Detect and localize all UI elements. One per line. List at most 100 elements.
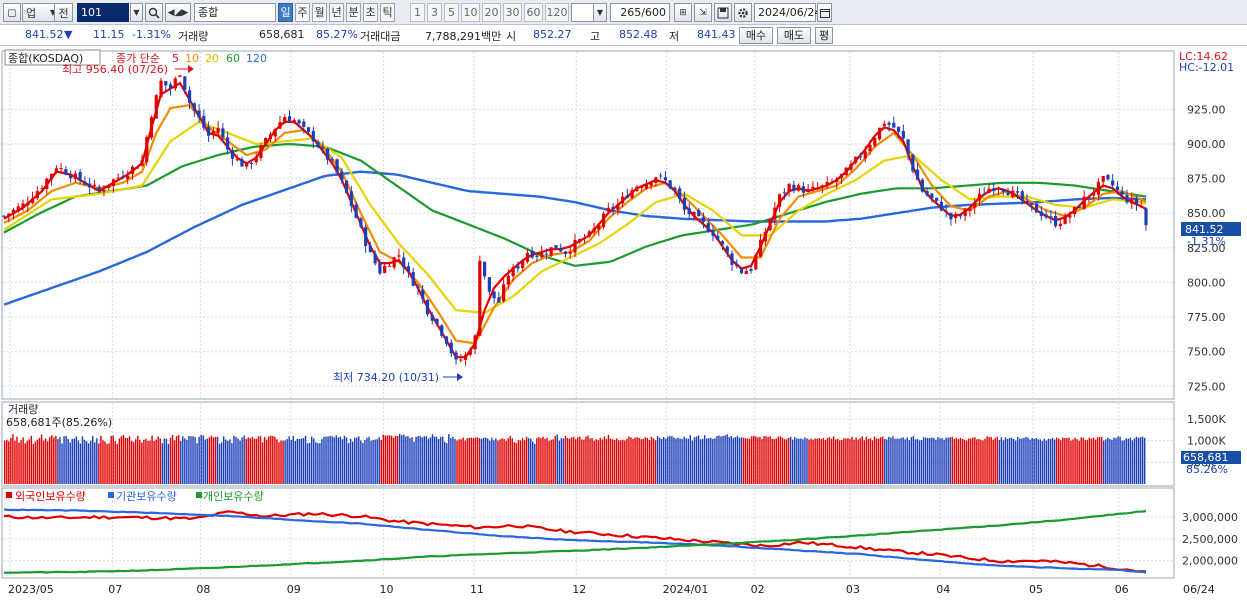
- volume-bar: [139, 439, 141, 484]
- ma120-line: [3, 170, 1147, 306]
- volume-bar: [712, 439, 714, 484]
- volume-bar: [192, 436, 194, 484]
- candle-body: [1120, 191, 1124, 195]
- candle-body: [97, 186, 101, 191]
- interval-30[interactable]: 30: [503, 3, 522, 22]
- x-end-label: 06/24: [1183, 583, 1215, 596]
- volume-bar: [433, 436, 436, 484]
- volume-bar: [460, 439, 462, 484]
- gear-icon[interactable]: [734, 3, 752, 22]
- volume-bar: [996, 436, 999, 484]
- candle-body: [107, 185, 111, 188]
- volume-info: 658,681주(85.26%): [6, 416, 112, 429]
- volume-bar: [577, 437, 579, 484]
- candle-body: [1020, 191, 1024, 201]
- count-field[interactable]: 265/600: [610, 3, 670, 22]
- volume-bar: [366, 438, 368, 484]
- volume-bar: [147, 440, 149, 484]
- volume-bar: [663, 436, 665, 484]
- volume-bar: [114, 441, 116, 484]
- candle-body: [468, 350, 472, 355]
- volume-bar: [924, 437, 927, 484]
- candle-body: [411, 272, 415, 286]
- volume-bar: [40, 434, 43, 484]
- chevron-down-icon[interactable]: ▼: [593, 3, 607, 22]
- volume-bar: [474, 437, 477, 484]
- candle-body: [245, 163, 249, 167]
- volume-bar: [853, 439, 855, 484]
- volume-bar: [1064, 438, 1066, 484]
- calendar-icon[interactable]: [817, 3, 832, 22]
- y-tick-label: 825.00: [1187, 242, 1226, 255]
- interval-3[interactable]: 3: [427, 3, 442, 22]
- amount-value: 7,788,291백만: [425, 30, 502, 43]
- volume-bar: [92, 436, 94, 484]
- chevron-down-icon[interactable]: ▼: [130, 3, 143, 22]
- interval-5[interactable]: 5: [444, 3, 459, 22]
- volume-bar: [1121, 440, 1123, 484]
- volume-bar: [978, 438, 980, 484]
- volume-bar: [126, 438, 129, 484]
- period-day[interactable]: 일: [278, 3, 293, 22]
- window-icon[interactable]: ◻: [3, 3, 21, 22]
- volume-bar: [888, 436, 890, 484]
- eval-button[interactable]: 평: [815, 27, 833, 44]
- candle-body: [254, 156, 258, 163]
- arrow-scroll-icon[interactable]: ◀◢▶: [165, 3, 191, 22]
- volume-bar: [867, 439, 870, 484]
- candle-body: [54, 168, 58, 173]
- period-minute[interactable]: 분: [346, 3, 361, 22]
- volume-bar: [499, 439, 501, 484]
- volume-bar: [265, 439, 268, 484]
- candle-body: [78, 172, 82, 181]
- y-tick-label: 1,500K: [1187, 413, 1226, 426]
- volume-bar: [175, 436, 178, 484]
- whole-button[interactable]: 전: [54, 3, 73, 22]
- volume-bar: [988, 437, 990, 484]
- volume-bar: [398, 433, 401, 484]
- volume-bar: [437, 439, 440, 484]
- interval-120[interactable]: 120: [545, 3, 569, 22]
- buy-button[interactable]: 매수: [739, 27, 773, 44]
- volume-bar: [280, 440, 282, 484]
- volume-bar: [941, 438, 943, 484]
- candle-body: [383, 265, 387, 273]
- period-month[interactable]: 월: [312, 3, 327, 22]
- period-week[interactable]: 주: [295, 3, 310, 22]
- candle-body: [1011, 190, 1015, 198]
- split-icon[interactable]: ⊞: [674, 3, 692, 22]
- interval-20[interactable]: 20: [482, 3, 501, 22]
- interval-10[interactable]: 10: [461, 3, 480, 22]
- volume-bar: [1000, 437, 1003, 484]
- date-field[interactable]: 2024/06/24: [754, 3, 821, 22]
- volume-pct: 85.27%: [316, 28, 358, 41]
- code-input[interactable]: 101: [77, 3, 129, 22]
- volume-bar: [339, 436, 342, 484]
- volume-bar: [1017, 436, 1019, 484]
- volume-bar: [310, 436, 313, 484]
- volume-bar: [615, 438, 618, 484]
- candle-body: [306, 127, 311, 132]
- candle-body: [202, 115, 206, 128]
- volume-bar: [652, 438, 655, 484]
- sell-button[interactable]: 매도: [777, 27, 811, 44]
- interval-1[interactable]: 1: [410, 3, 425, 22]
- volume-bar: [847, 438, 849, 484]
- period-tick[interactable]: 틱: [380, 3, 395, 22]
- candle-body: [987, 188, 991, 193]
- save-icon[interactable]: [714, 3, 732, 22]
- volume-bar: [1129, 437, 1132, 484]
- search-icon[interactable]: [145, 3, 163, 22]
- volume-bar: [818, 438, 820, 484]
- period-year[interactable]: 년: [329, 3, 344, 22]
- candle-body: [559, 247, 563, 252]
- volume-bar: [358, 436, 360, 484]
- interval-60[interactable]: 60: [524, 3, 543, 22]
- candle-body: [873, 137, 877, 146]
- volume-bar: [202, 435, 204, 484]
- volume-bar: [646, 437, 649, 484]
- candle-body: [449, 342, 453, 354]
- volume-bar: [951, 436, 954, 484]
- period-second[interactable]: 초: [363, 3, 378, 22]
- arrows-icon[interactable]: ⇲: [694, 3, 712, 22]
